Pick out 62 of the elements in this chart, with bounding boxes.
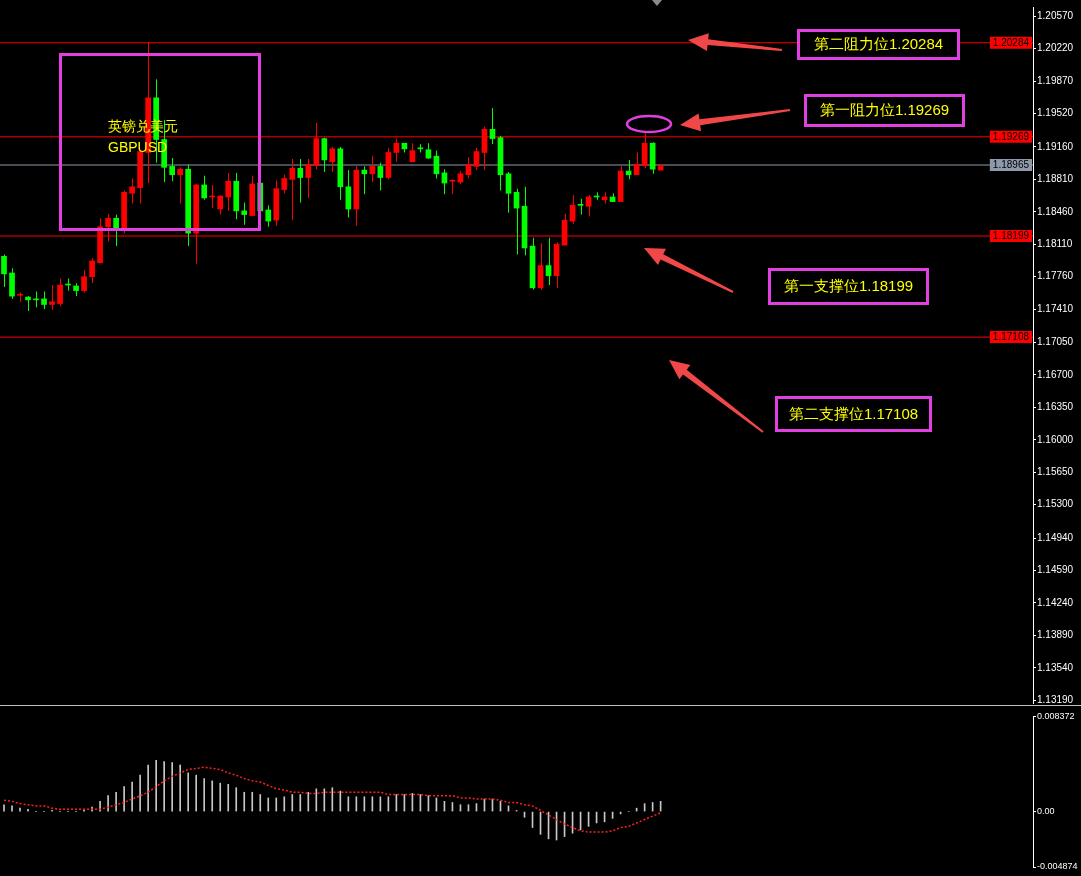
- y-tick-label: 1.18460: [1037, 205, 1074, 217]
- y-tick-label: 1.16700: [1037, 368, 1074, 380]
- y-tick-label: 1.17760: [1037, 270, 1074, 282]
- candlestick: [9, 267, 15, 300]
- y-tick-label: 1.19870: [1037, 74, 1074, 86]
- candlestick: [329, 146, 336, 173]
- ref-line-label: 1.17108: [992, 331, 1030, 343]
- y-tick-label: -0.004874: [1037, 861, 1078, 872]
- y-tick-label: 1.15650: [1037, 465, 1074, 477]
- candlestick: [297, 158, 304, 204]
- candlestick: [169, 157, 175, 182]
- candlestick: [225, 172, 232, 212]
- annotation: 第二阻力位1.20284: [797, 29, 960, 60]
- y-tick-label: 1.14590: [1037, 564, 1074, 576]
- candlestick: [81, 269, 87, 293]
- candlestick: [217, 194, 224, 216]
- ref-line-label: 1.18965: [992, 159, 1030, 171]
- candlestick: [177, 166, 183, 204]
- ref-line-label: 1.19269: [992, 131, 1030, 143]
- candlestick: [49, 284, 55, 311]
- y-tick-label: 1.18110: [1037, 238, 1073, 249]
- y-tick-label: 1.19520: [1037, 107, 1074, 119]
- y-tick-label: 1.19160: [1037, 140, 1074, 152]
- y-tick-label: 1.16350: [1037, 401, 1074, 413]
- candlestick: [1, 253, 7, 288]
- y-tick-label: 1.20570: [1037, 10, 1074, 22]
- y-tick-label: 0.008372: [1037, 710, 1075, 721]
- candlestick: [289, 158, 296, 221]
- candlestick: [129, 177, 135, 204]
- candlestick: [241, 202, 248, 226]
- candlestick: [465, 156, 472, 179]
- y-tick-label: 1.15300: [1037, 498, 1074, 510]
- y-tick-label: 0.00: [1037, 806, 1055, 817]
- candlestick: [321, 137, 328, 173]
- y-tick-label: 1.13190: [1037, 693, 1074, 705]
- candlestick: [377, 162, 384, 191]
- y-tick-label: 1.13890: [1037, 629, 1074, 641]
- candlestick: [305, 158, 312, 199]
- candlestick: [473, 147, 480, 171]
- candlestick: [201, 175, 208, 201]
- candlestick: [409, 142, 416, 163]
- candlestick: [265, 204, 272, 228]
- annotation: 第一支撑位1.18199: [768, 268, 929, 305]
- y-tick-label: 1.17050: [1037, 336, 1074, 348]
- candlestick: [505, 171, 512, 214]
- y-tick-label: 1.14940: [1037, 531, 1074, 543]
- y-tick-label: 1.20220: [1037, 42, 1074, 54]
- y-tick-label: 1.17410: [1037, 302, 1074, 314]
- y-tick-label: 1.13540: [1037, 661, 1074, 673]
- annotation: 第一阻力位1.19269: [804, 94, 965, 127]
- y-tick-label: 1.16000: [1037, 433, 1074, 445]
- candlestick: [633, 152, 640, 176]
- y-tick-label: 1.18810: [1037, 173, 1074, 185]
- candlestick: [545, 237, 552, 286]
- candlestick: [281, 174, 288, 194]
- ref-line-label: 1.20284: [992, 37, 1030, 49]
- ref-line-label: 1.18199: [992, 230, 1030, 242]
- y-tick-label: 1.14240: [1037, 596, 1074, 608]
- candlestick: [57, 278, 63, 307]
- annotation: 第二支撑位1.17108: [775, 396, 932, 432]
- candlestick: [89, 257, 95, 284]
- line-series: [3, 766, 662, 833]
